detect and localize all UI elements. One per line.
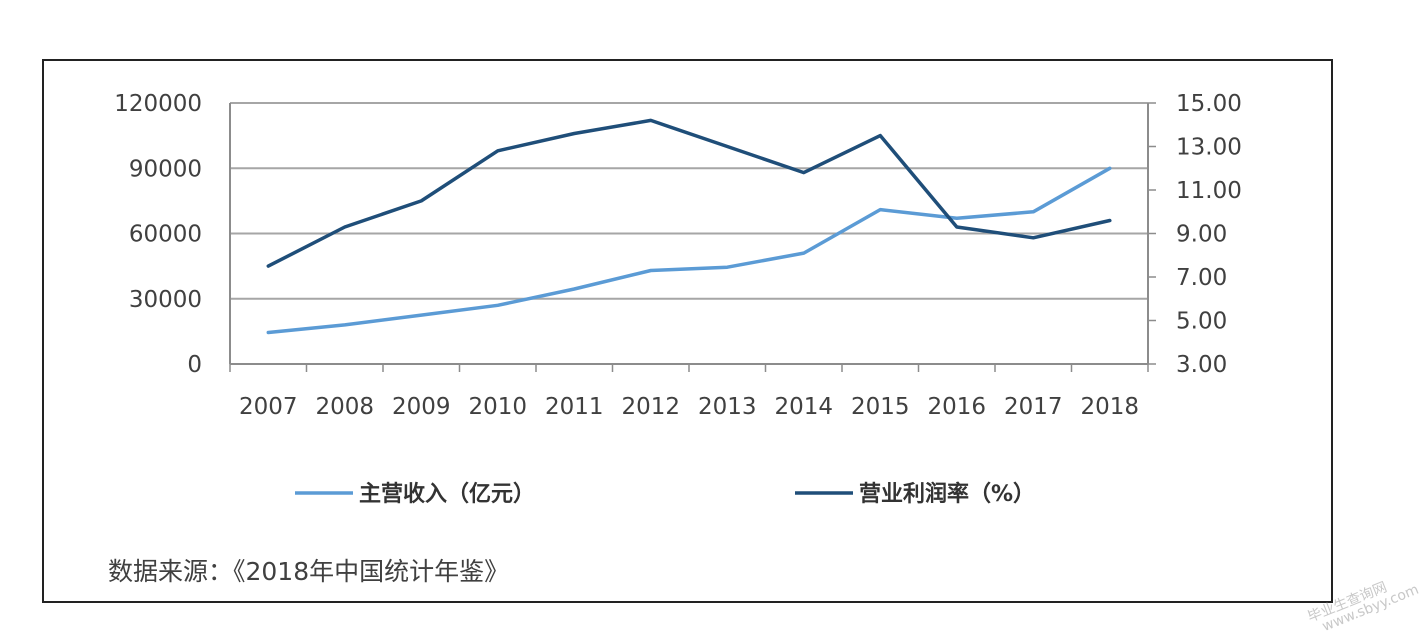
series-line-1 bbox=[266, 166, 1112, 335]
left-tick-label: 30000 bbox=[129, 287, 202, 313]
right-tick-label: 7.00 bbox=[1176, 265, 1227, 291]
left-tick-label: 90000 bbox=[129, 156, 202, 182]
x-tick-label: 2016 bbox=[927, 394, 986, 420]
x-tick-label: 2010 bbox=[468, 394, 527, 420]
x-tick-label: 2008 bbox=[315, 394, 374, 420]
x-tick-label: 2012 bbox=[621, 394, 680, 420]
x-tick-label: 2017 bbox=[1004, 394, 1063, 420]
x-tick-label: 2015 bbox=[851, 394, 910, 420]
chart-frame bbox=[42, 59, 1333, 603]
left-tick-label: 60000 bbox=[129, 222, 202, 248]
x-tick-label: 2018 bbox=[1080, 394, 1139, 420]
left-tick-label: 120000 bbox=[114, 91, 202, 117]
x-tick-label: 2014 bbox=[774, 394, 833, 420]
axes bbox=[229, 102, 1156, 372]
right-tick-label: 15.00 bbox=[1176, 91, 1242, 117]
left-tick-label: 0 bbox=[187, 352, 202, 378]
series-line-2 bbox=[266, 118, 1112, 268]
legend: 主营收入（亿元） 营业利润率（%） bbox=[295, 481, 1035, 507]
left-axis-ticks: 0 30000 60000 90000 120000 bbox=[114, 91, 202, 378]
x-tick-label: 2009 bbox=[392, 394, 451, 420]
right-tick-label: 5.00 bbox=[1176, 309, 1227, 335]
x-tick-label: 2007 bbox=[239, 394, 298, 420]
source-note: 数据来源：《2018年中国统计年鉴》 bbox=[108, 557, 509, 586]
x-tick-label: 2011 bbox=[545, 394, 604, 420]
legend-label-1: 主营收入（亿元） bbox=[359, 481, 535, 507]
right-tick-label: 11.00 bbox=[1176, 178, 1242, 204]
right-axis-ticks: 3.00 5.00 7.00 9.00 11.00 13.00 15.00 bbox=[1176, 91, 1242, 378]
right-tick-label: 13.00 bbox=[1176, 135, 1242, 161]
legend-label-2: 营业利润率（%） bbox=[859, 481, 1035, 507]
series-lines bbox=[266, 118, 1112, 335]
x-tick-label: 2013 bbox=[698, 394, 757, 420]
right-tick-label: 3.00 bbox=[1176, 352, 1227, 378]
right-tick-label: 9.00 bbox=[1176, 222, 1227, 248]
x-axis-ticks: 2007 2008 2009 2010 2011 2012 2013 2014 2015 2016… bbox=[239, 394, 1139, 420]
watermark: 毕业生查询网 www.sbyy.com bbox=[1306, 579, 1422, 635]
